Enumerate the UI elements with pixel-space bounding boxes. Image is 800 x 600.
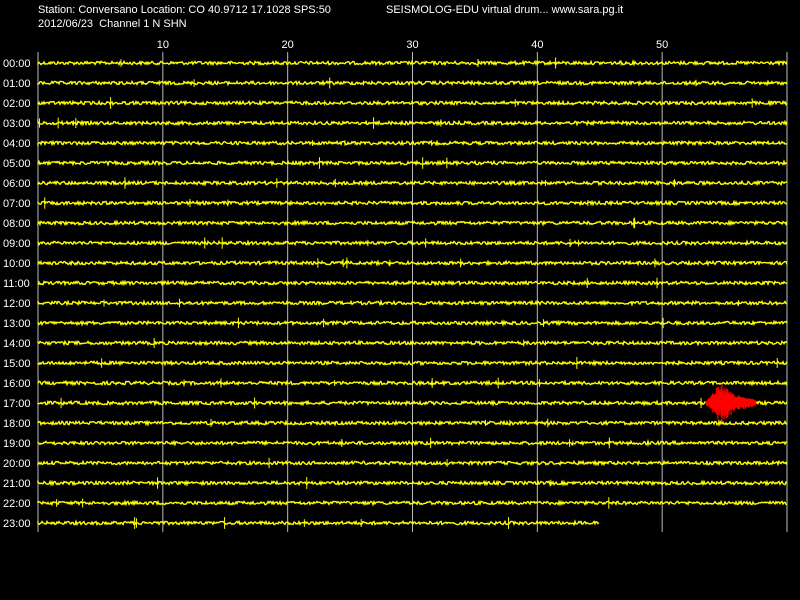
hour-label: 09:00	[3, 238, 31, 250]
hour-label: 23:00	[3, 518, 31, 530]
hour-label: 01:00	[3, 78, 31, 90]
trace-05-00	[37, 159, 788, 167]
hour-label: 10:00	[3, 258, 31, 270]
seismic-traces	[37, 57, 788, 529]
hour-labels: 00:00 01:00 02:00 03:00 04:00 05:00 06:00 07:00…	[3, 58, 31, 530]
station-info: Station: Conversano Location: CO 40.9712…	[38, 4, 331, 16]
x-tick-label: 40	[531, 39, 543, 51]
hour-label: 03:00	[3, 118, 31, 130]
grid-lines	[37, 52, 788, 532]
app-title: SEISMOLOG-EDU virtual drum... www.sara.p…	[386, 4, 624, 16]
trace-18-00	[37, 419, 788, 427]
trace-10-00	[37, 259, 788, 267]
trace-21-00	[37, 479, 788, 487]
x-tick-label: 10	[157, 39, 169, 51]
trace-15-00	[37, 359, 788, 367]
x-tick-label: 50	[656, 39, 668, 51]
hour-label: 20:00	[3, 458, 31, 470]
date-channel-info: 2012/06/23 Channel 1 N SHN	[38, 18, 187, 30]
hour-label: 08:00	[3, 218, 31, 230]
x-tick-label: 20	[282, 39, 294, 51]
hour-label: 07:00	[3, 198, 31, 210]
hour-label: 11:00	[3, 278, 30, 290]
hour-label: 02:00	[3, 98, 31, 110]
hour-label: 14:00	[3, 338, 31, 350]
trace-13-00	[37, 319, 788, 327]
hour-label: 17:00	[3, 398, 31, 410]
trace-02-00	[37, 99, 788, 107]
trace-00-00	[37, 59, 788, 67]
hour-label: 00:00	[3, 58, 31, 70]
hour-label: 05:00	[3, 158, 31, 170]
trace-19-00	[37, 439, 788, 447]
hour-label: 15:00	[3, 358, 31, 370]
trace-03-00	[37, 118, 788, 127]
hour-label: 04:00	[3, 138, 31, 150]
trace-07-00	[37, 199, 788, 207]
trace-14-00	[37, 339, 788, 347]
trace-12-00	[37, 299, 788, 307]
x-tick-label: 30	[406, 39, 418, 51]
hour-label: 22:00	[3, 498, 31, 510]
minute-tick-labels: 10 20 30 40 50	[157, 39, 669, 51]
trace-17-00	[37, 399, 788, 407]
trace-22-00	[37, 499, 788, 507]
trace-08-00	[37, 219, 788, 227]
trace-09-00	[37, 239, 788, 247]
trace-11-00	[37, 279, 788, 287]
trace-16-00	[37, 379, 788, 387]
hour-label: 13:00	[3, 318, 31, 330]
hour-label: 21:00	[3, 478, 31, 490]
trace-01-00	[37, 79, 788, 87]
hour-label: 12:00	[3, 298, 31, 310]
hour-label: 16:00	[3, 378, 31, 390]
trace-20-00	[37, 459, 788, 467]
hour-label: 06:00	[3, 178, 31, 190]
hour-label: 19:00	[3, 438, 31, 450]
trace-23-00	[37, 519, 600, 527]
seismic-event-17-00	[705, 383, 757, 423]
trace-06-00	[37, 179, 788, 187]
hour-label: 18:00	[3, 418, 31, 430]
trace-04-00	[37, 139, 788, 147]
